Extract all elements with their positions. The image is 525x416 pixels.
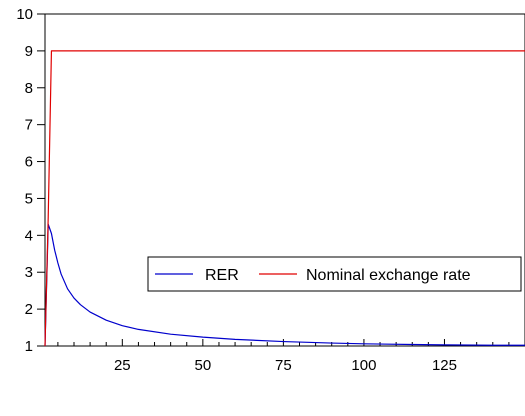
y-axis: 1 2 3 4 5 6 7 8 9 10 — [16, 6, 45, 355]
y-tick-label: 6 — [25, 154, 33, 171]
legend-label-rer: RER — [205, 267, 239, 284]
x-tick-label: 100 — [351, 357, 376, 374]
x-axis: 25 50 75 100 125 — [57, 339, 510, 374]
x-tick-label: 75 — [275, 357, 292, 374]
plot-frame — [44, 13, 525, 347]
x-tick-label: 125 — [432, 357, 457, 374]
y-tick-label: 7 — [25, 117, 33, 134]
series-rer-line — [44, 223, 525, 347]
y-tick-label: 5 — [25, 190, 33, 207]
legend-label-nominal: Nominal exchange rate — [306, 267, 471, 284]
series-layer — [44, 50, 525, 347]
legend: RER Nominal exchange rate — [147, 256, 522, 292]
y-tick-label: 2 — [25, 301, 33, 318]
legend-box — [147, 256, 522, 292]
y-tick-label: 3 — [25, 264, 33, 281]
y-tick-label: 4 — [25, 227, 33, 244]
x-tick-label: 25 — [114, 357, 131, 374]
series-nominal-line — [44, 50, 525, 347]
y-tick-label: 1 — [25, 338, 33, 355]
y-tick-label: 9 — [25, 43, 33, 60]
y-tick-label: 8 — [25, 80, 33, 97]
y-tick-label: 10 — [16, 6, 33, 23]
x-tick-label: 50 — [195, 357, 212, 374]
